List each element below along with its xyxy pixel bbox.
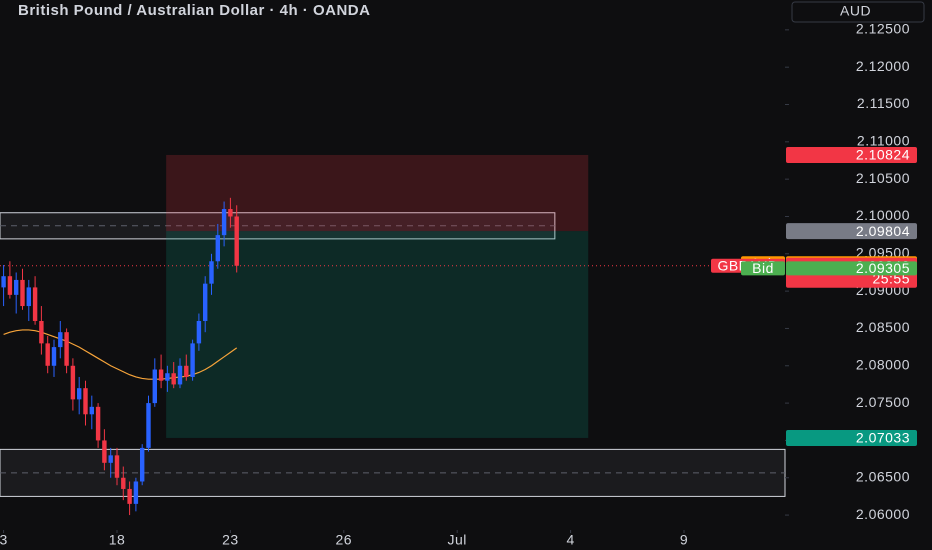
- candle-body: [114, 455, 120, 478]
- candle-body: [177, 365, 183, 385]
- quote-name-badge: [741, 261, 785, 276]
- candle-body: [121, 477, 126, 489]
- candle-body: [133, 481, 139, 504]
- candle-body: [215, 235, 221, 262]
- y-tick-label: 2.12500: [856, 21, 910, 37]
- y-tick-label: 2.06500: [856, 468, 910, 484]
- candle-body: [45, 343, 50, 366]
- candle-body: [228, 209, 233, 217]
- stop-zone: [166, 154, 589, 232]
- x-tick-label: 3: [0, 532, 8, 548]
- candle-body: [20, 279, 25, 307]
- price-badge: [786, 146, 917, 163]
- candle-body: [152, 369, 157, 404]
- candle-body: [139, 447, 145, 482]
- candle-body: [39, 320, 44, 344]
- candle-body: [234, 216, 239, 266]
- candle-body: [89, 406, 94, 415]
- x-tick-label: 23: [222, 532, 239, 548]
- y-tick-label: 2.12000: [856, 58, 910, 74]
- y-tick-label: 2.10500: [856, 170, 910, 186]
- price-badge-label: 2.10824: [856, 147, 910, 163]
- y-tick-label: 2.08500: [856, 319, 910, 335]
- candle-body: [7, 276, 13, 295]
- quote-name: Bid: [752, 260, 774, 276]
- y-tick-label: 2.11500: [857, 95, 910, 111]
- candle-body: [26, 287, 31, 307]
- x-tick-label: 9: [680, 532, 688, 548]
- candle-body: [32, 287, 38, 321]
- currency: AUD: [840, 3, 871, 19]
- candle-body: [58, 332, 63, 348]
- y-tick-label: 2.11000: [857, 133, 910, 149]
- x-tick-label: 18: [109, 532, 126, 548]
- candle-body: [70, 365, 76, 400]
- candle-body: [83, 388, 88, 415]
- candle-body: [171, 373, 176, 385]
- price-badge: [786, 223, 917, 240]
- quote-price: 2.09305: [856, 260, 910, 276]
- x-tick-label: Jul: [447, 532, 466, 548]
- candle-body: [76, 388, 82, 400]
- candle-body: [209, 261, 214, 284]
- candle-body: [202, 283, 208, 321]
- target-zone: [166, 231, 589, 438]
- x-tick-label: 4: [566, 532, 574, 548]
- candle-body: [51, 347, 57, 366]
- candle-body: [196, 320, 202, 344]
- y-tick-label: 2.08000: [856, 356, 910, 372]
- candle-body: [184, 365, 189, 377]
- candle-body: [102, 440, 107, 463]
- y-tick-label: 2.10000: [856, 207, 910, 223]
- y-tick-label: 2.07500: [856, 394, 910, 410]
- price-badge: [786, 429, 917, 446]
- candle-body: [158, 369, 164, 381]
- candle-body: [108, 455, 113, 463]
- candle-body: [165, 373, 170, 381]
- candle-body: [95, 406, 101, 441]
- plot-area: [0, 154, 786, 516]
- x-tick-label: 26: [336, 532, 353, 548]
- candle-body: [64, 332, 69, 366]
- candle-body: [190, 343, 195, 377]
- candle-body: [221, 209, 227, 236]
- quote-badge: [786, 261, 917, 276]
- price-badge-label: 2.09804: [856, 223, 910, 239]
- price-badge-label: 2.07033: [856, 430, 910, 446]
- candle-body: [1, 276, 6, 288]
- candle-body: [13, 279, 19, 295]
- y-tick-label: 2.06000: [856, 506, 910, 522]
- chart-title: British Pound / Australian Dollar · 4h ·…: [18, 2, 370, 19]
- candle-body: [146, 403, 151, 448]
- currency-box[interactable]: [791, 1, 925, 23]
- candle-body: [127, 488, 132, 504]
